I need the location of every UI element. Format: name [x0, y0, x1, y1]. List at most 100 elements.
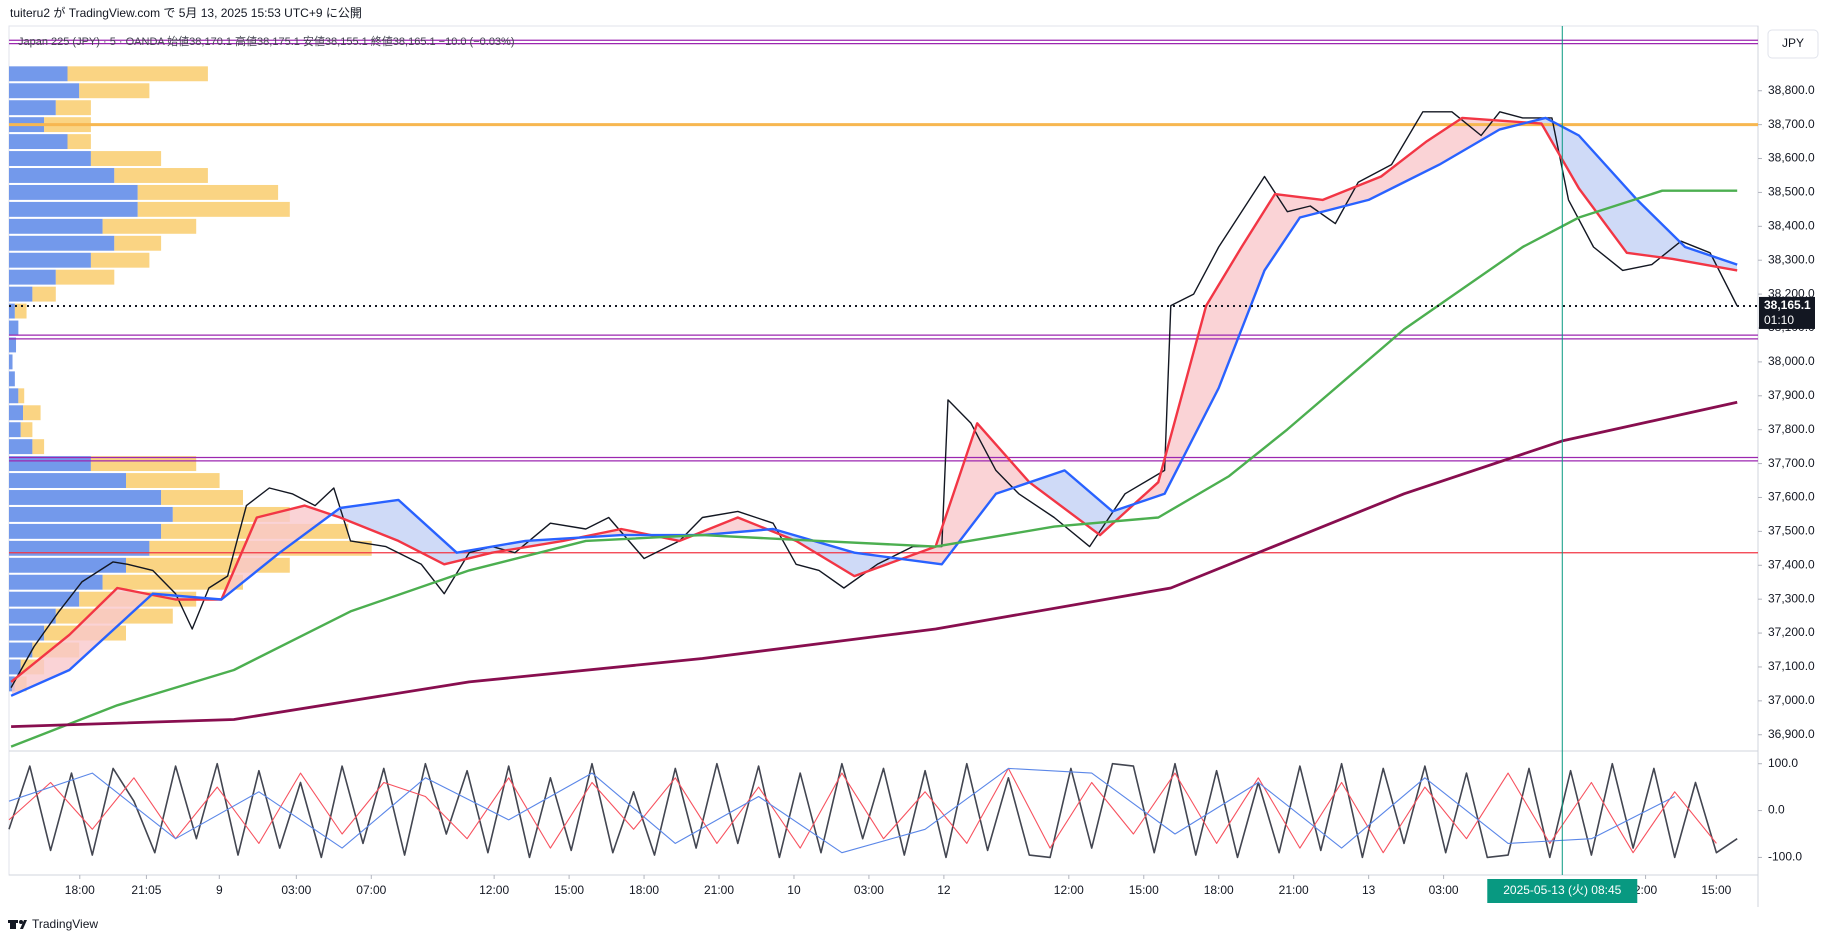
band-segment: [114, 588, 117, 630]
band-segment: [1266, 203, 1269, 269]
band-segment: [1191, 350, 1194, 443]
band-segment: [990, 437, 993, 502]
band-segment: [1407, 154, 1410, 181]
band-segment: [1212, 291, 1215, 402]
x-tick-label: 21:05: [131, 883, 161, 897]
band-segment: [108, 594, 111, 635]
band-segment: [1431, 136, 1434, 169]
profile-down: [20, 422, 33, 438]
profile-up: [9, 473, 126, 488]
band-segment: [66, 635, 69, 672]
band-segment: [306, 506, 309, 534]
band-segment: [450, 546, 453, 563]
band-segment: [1566, 128, 1569, 172]
profile-down: [137, 201, 290, 217]
band-segment: [246, 535, 249, 580]
band-segment: [738, 517, 741, 533]
series-line: [8, 762, 1738, 859]
band-segment: [1581, 137, 1584, 196]
band-segment: [1680, 241, 1683, 261]
x-tick-label: 18:00: [629, 883, 659, 897]
band-segment: [735, 517, 738, 533]
band-segment: [1698, 251, 1701, 264]
band-segment: [48, 649, 51, 680]
band-segment: [993, 441, 996, 498]
band-segment: [510, 543, 513, 550]
band-segment: [1059, 471, 1062, 507]
band-segment: [732, 518, 735, 533]
band-segment: [426, 524, 429, 557]
band-segment: [948, 500, 951, 557]
y-tick-label: 37,900.0: [1768, 388, 1815, 402]
crosshair-label: 2025-05-13 (火) 08:45: [1503, 883, 1621, 897]
band-segment: [855, 552, 858, 576]
band-segment: [1446, 126, 1449, 161]
band-segment: [435, 533, 438, 562]
band-segment: [822, 543, 825, 559]
band-segment: [1188, 361, 1191, 449]
band-segment: [258, 516, 261, 571]
band-segment: [1644, 206, 1647, 256]
band-segment: [90, 611, 93, 652]
band-segment: [1338, 192, 1341, 208]
band-segment: [309, 507, 312, 532]
band-segment: [843, 549, 846, 572]
band-segment: [810, 539, 813, 552]
band-segment: [1605, 164, 1608, 228]
y-tick-label: 37,400.0: [1768, 557, 1815, 571]
x-tick-label: 03:00: [281, 883, 311, 897]
band-segment: [42, 654, 45, 683]
profile-up: [9, 540, 150, 556]
profile-down: [32, 286, 56, 302]
band-segment: [1182, 383, 1185, 460]
band-segment: [972, 429, 975, 525]
band-segment: [1170, 428, 1173, 484]
profile-up: [9, 286, 33, 302]
x-tick-label: 15:00: [1129, 883, 1159, 897]
band-segment: [72, 629, 75, 668]
profile-down: [18, 388, 25, 404]
band-segment: [1653, 215, 1656, 257]
band-segment: [921, 550, 924, 562]
profile-up: [9, 608, 56, 624]
band-segment: [1692, 249, 1695, 263]
band-segment: [1575, 133, 1578, 187]
band-segment: [1470, 118, 1473, 147]
band-segment: [276, 511, 279, 556]
band-segment: [1461, 117, 1464, 153]
band-segment: [1623, 184, 1626, 252]
x-tick-label: 21:00: [1279, 883, 1309, 897]
profile-up: [9, 235, 115, 251]
band-segment: [969, 438, 972, 529]
band-segment: [387, 501, 390, 538]
last-price-label: 38,165.1: [1764, 298, 1811, 312]
band-segment: [1629, 190, 1632, 254]
band-segment: [1200, 317, 1203, 425]
x-tick-label: 07:00: [356, 883, 386, 897]
band-segment: [78, 623, 81, 663]
band-segment: [1044, 476, 1047, 496]
band-segment: [138, 592, 141, 608]
band-segment: [1404, 156, 1407, 183]
band-segment: [372, 503, 375, 532]
band-segment: [1725, 260, 1728, 269]
band-segment: [1479, 119, 1482, 142]
currency-box[interactable]: [1767, 29, 1819, 59]
band-segment: [255, 517, 258, 573]
profile-down: [90, 456, 197, 472]
band-segment: [1203, 306, 1206, 419]
profile-up: [9, 523, 162, 539]
band-segment: [1401, 158, 1404, 184]
band-segment: [1362, 182, 1365, 202]
y-tick-label: 100.0: [1768, 756, 1798, 770]
crosshair-label-box: [1487, 879, 1638, 903]
band-segment: [1323, 198, 1326, 212]
band-segment: [1425, 140, 1428, 172]
last-price-box: [1759, 296, 1815, 329]
band-segment: [849, 551, 852, 575]
profile-up: [9, 659, 21, 675]
profile-down: [102, 218, 197, 234]
band-segment: [1668, 230, 1671, 259]
band-segment: [1638, 200, 1641, 255]
band-segment: [1392, 165, 1395, 189]
